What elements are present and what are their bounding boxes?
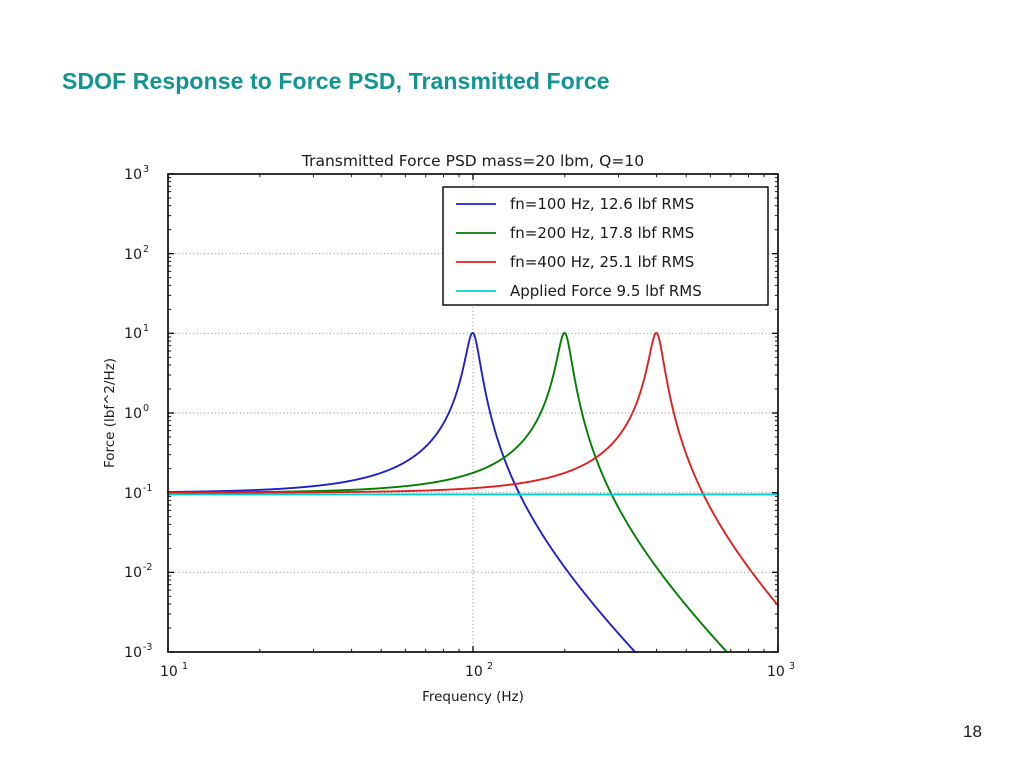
y-tick-label: 10 <box>124 167 142 183</box>
x-tick-label: 10 <box>465 664 483 680</box>
y-tick-label: 10 <box>124 406 142 422</box>
chart-title: Transmitted Force PSD mass=20 lbm, Q=10 <box>301 152 644 170</box>
y-axis-label: Force (lbf^2/Hz) <box>102 358 118 468</box>
page-title: SDOF Response to Force PSD, Transmitted … <box>62 68 610 94</box>
legend-label: Applied Force 9.5 lbf RMS <box>510 282 702 300</box>
y-axis-tick-labels: 10 3 10 2 10 1 10 0 10 -1 10 -2 10 -3 <box>124 164 152 661</box>
y-tick-label: 10 <box>124 247 142 263</box>
chart-figure: Transmitted Force PSD mass=20 lbm, Q=10 … <box>96 148 796 708</box>
y-tick-label: 10 <box>124 326 142 342</box>
x-tick-exponent: 1 <box>182 661 188 672</box>
legend-box <box>442 186 769 306</box>
legend-entry: fn=200 Hz, 17.8 lbf RMS <box>456 224 694 242</box>
legend-label: fn=100 Hz, 12.6 lbf RMS <box>510 195 694 213</box>
x-axis-label: Frequency (Hz) <box>422 689 524 705</box>
data-curves <box>167 331 779 653</box>
x-tick-label: 10 <box>160 664 178 680</box>
y-tick-exponent: -3 <box>143 642 152 653</box>
y-tick-exponent: 3 <box>143 164 149 175</box>
y-tick-label: 10 <box>124 565 142 581</box>
legend-label: fn=200 Hz, 17.8 lbf RMS <box>510 224 694 242</box>
y-tick-exponent: 2 <box>143 244 149 255</box>
legend-label: fn=400 Hz, 25.1 lbf RMS <box>510 253 694 271</box>
legend-entry: fn=400 Hz, 25.1 lbf RMS <box>456 253 694 271</box>
chart-legend: fn=100 Hz, 12.6 lbf RMS fn=200 Hz, 17.8 … <box>442 186 769 306</box>
legend-entry: Applied Force 9.5 lbf RMS <box>456 282 702 300</box>
x-tick-label: 10 <box>767 664 785 680</box>
y-tick-exponent: -1 <box>143 483 152 494</box>
plot-frame <box>167 173 779 653</box>
chart-svg: Transmitted Force PSD mass=20 lbm, Q=10 … <box>102 152 795 705</box>
page-number: 18 <box>963 722 982 741</box>
x-tick-exponent: 2 <box>487 661 493 672</box>
x-tick-exponent: 3 <box>789 661 795 672</box>
y-tick-exponent: 0 <box>143 403 149 414</box>
y-tick-exponent: -2 <box>143 562 152 573</box>
y-tick-label: 10 <box>124 486 142 502</box>
y-tick-exponent: 1 <box>143 323 149 334</box>
x-axis-tick-labels: 10 1 10 2 10 3 <box>160 661 795 680</box>
legend-entry: fn=100 Hz, 12.6 lbf RMS <box>456 195 694 213</box>
y-tick-label: 10 <box>124 645 142 661</box>
